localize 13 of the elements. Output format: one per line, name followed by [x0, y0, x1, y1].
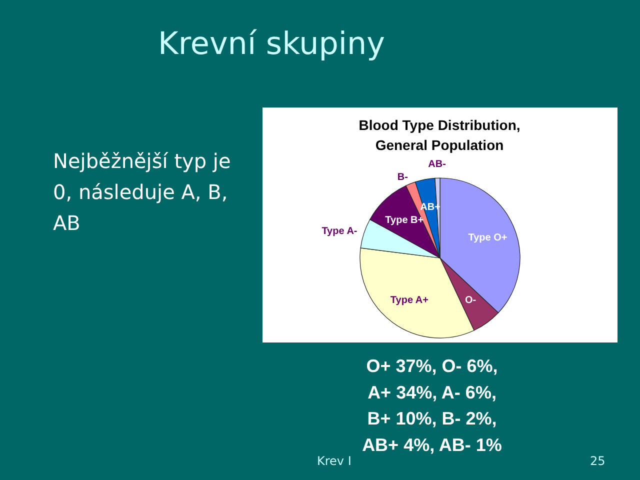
text: Nejběžnější typ je 0, následuje A, B, AB	[53, 149, 231, 235]
slice-label: Type B+	[385, 215, 424, 226]
slice-label: Type A-	[322, 226, 358, 238]
slice-label: AB-	[428, 159, 446, 170]
slice-label: O-	[465, 295, 476, 306]
text: 25	[590, 454, 606, 468]
slice-label: Type A+	[390, 295, 429, 306]
slice-label: B-	[397, 172, 408, 184]
chart-subtitle: Blood Type Distribution, General Population	[358, 117, 520, 153]
text: Krev I	[317, 454, 352, 468]
chart-title: Krevní skupiny	[158, 26, 386, 62]
slice-label: Type O+	[468, 232, 508, 244]
text: O+ 37%, O- 6%, A+ 34%, A- 6%, B+ 10%, B- 2%, AB+ 4%, AB- 1%	[362, 356, 502, 455]
